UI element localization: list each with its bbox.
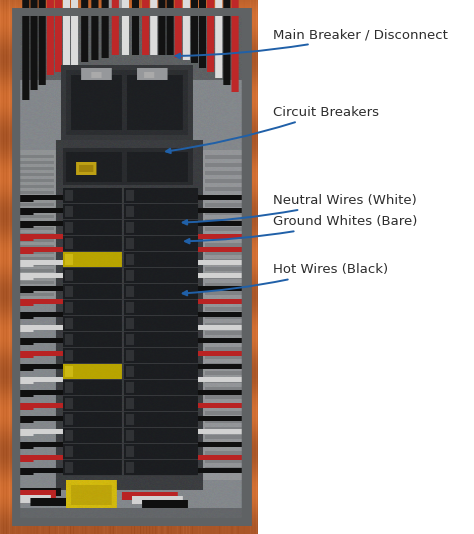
Text: Hot Wires (Black): Hot Wires (Black) [182, 263, 388, 295]
Text: Neutral Wires (White): Neutral Wires (White) [182, 194, 416, 225]
Text: Ground Whites (Bare): Ground Whites (Bare) [185, 215, 417, 244]
Text: Circuit Breakers: Circuit Breakers [166, 106, 379, 153]
Bar [258, 0, 474, 534]
Text: Main Breaker / Disconnect: Main Breaker / Disconnect [175, 28, 447, 58]
